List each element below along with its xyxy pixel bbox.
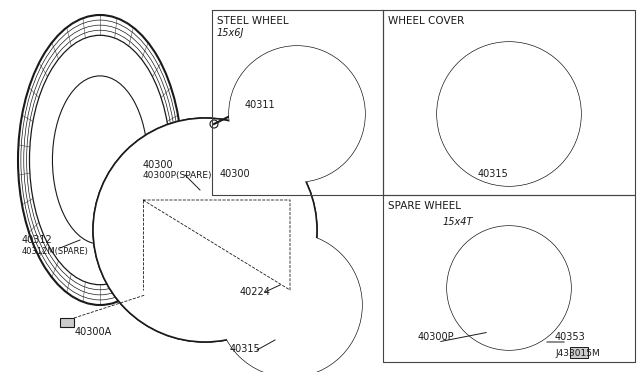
Bar xyxy=(60,318,74,327)
Circle shape xyxy=(447,226,571,350)
Text: 40300P: 40300P xyxy=(418,332,454,342)
Text: J433015M: J433015M xyxy=(555,349,600,358)
Text: SPARE WHEEL: SPARE WHEEL xyxy=(388,201,461,211)
Text: 40312: 40312 xyxy=(22,235,52,245)
Text: 40224: 40224 xyxy=(240,287,271,297)
Text: 15x6J: 15x6J xyxy=(217,28,244,38)
Circle shape xyxy=(437,42,581,186)
Text: 40300: 40300 xyxy=(220,169,251,179)
Text: 40315: 40315 xyxy=(478,169,509,179)
Text: 40300A: 40300A xyxy=(75,327,112,337)
Text: 40300: 40300 xyxy=(143,160,173,170)
Text: STEEL WHEEL: STEEL WHEEL xyxy=(217,16,289,26)
Text: 40311: 40311 xyxy=(245,100,276,110)
Text: 40315: 40315 xyxy=(230,344,260,354)
Text: 40300P(SPARE): 40300P(SPARE) xyxy=(143,171,212,180)
Text: 40353: 40353 xyxy=(555,332,586,342)
Text: 15x4T: 15x4T xyxy=(443,217,474,227)
Circle shape xyxy=(93,118,317,342)
Ellipse shape xyxy=(52,76,148,244)
Text: 40312M(SPARE): 40312M(SPARE) xyxy=(22,247,89,256)
Bar xyxy=(570,347,588,358)
Text: WHEEL COVER: WHEEL COVER xyxy=(388,16,464,26)
Circle shape xyxy=(229,46,365,182)
Circle shape xyxy=(218,233,362,372)
